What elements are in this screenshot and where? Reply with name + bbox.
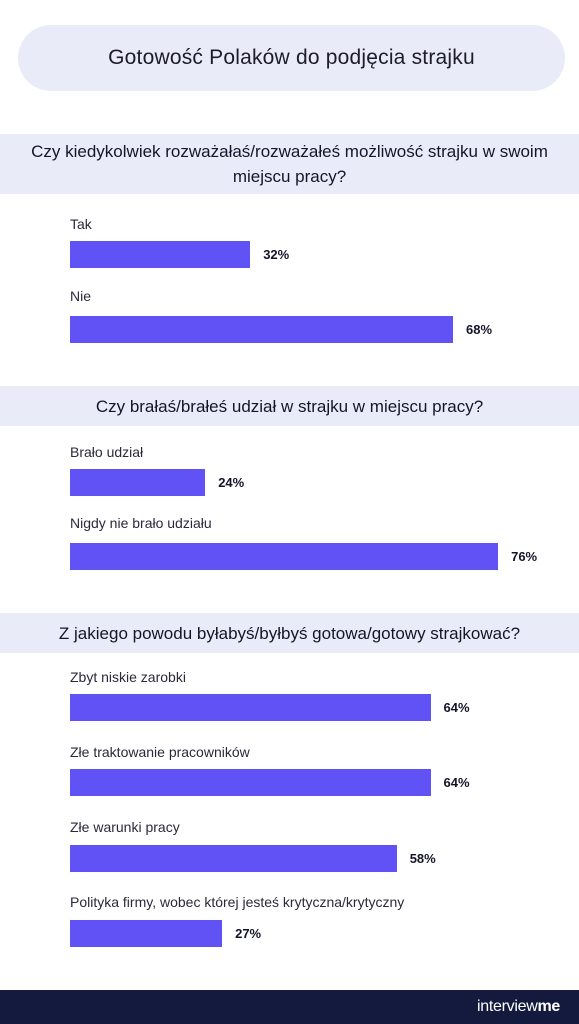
value-label: 58%: [409, 851, 436, 866]
bar: [70, 920, 223, 947]
value-label: 64%: [443, 700, 470, 715]
category-label: Nigdy nie brało udziału: [70, 515, 212, 531]
category-label: Złe warunki pracy: [70, 819, 180, 835]
logo-text-main: interview: [477, 998, 538, 1015]
value-label: 32%: [263, 247, 290, 262]
category-label: Zbyt niskie zarobki: [70, 669, 186, 685]
category-label: Złe traktowanie pracowników: [70, 744, 250, 760]
category-label: Tak: [70, 216, 92, 232]
interviewme-logo: interviewme: [477, 998, 560, 1016]
bar: [70, 845, 397, 872]
category-label: Nie: [70, 288, 92, 304]
bar: [70, 316, 453, 343]
bar: [70, 769, 431, 796]
bar: [70, 694, 431, 721]
chart-title: Gotowość Polaków do podjęcia strajku: [18, 25, 565, 91]
footer-bar: interviewme: [0, 990, 579, 1024]
value-label: 27%: [235, 926, 262, 941]
value-label: 64%: [443, 775, 470, 790]
category-label: Polityka firmy, wobec której jesteś kryt…: [70, 894, 405, 910]
bar: [70, 241, 251, 268]
question-1: Czy kiedykolwiek rozważałaś/rozważałeś m…: [0, 134, 579, 194]
category-label: Brało udział: [70, 444, 144, 460]
value-label: 76%: [511, 549, 538, 564]
value-label: 68%: [466, 322, 493, 337]
bar: [70, 469, 206, 496]
bar: [70, 543, 499, 570]
question-3: Z jakiego powodu byłabyś/byłbyś gotowa/g…: [0, 613, 579, 653]
value-label: 24%: [218, 475, 245, 490]
logo-text-accent: me: [537, 998, 560, 1015]
question-2: Czy brałaś/brałeś udział w strajku w mie…: [0, 386, 579, 426]
